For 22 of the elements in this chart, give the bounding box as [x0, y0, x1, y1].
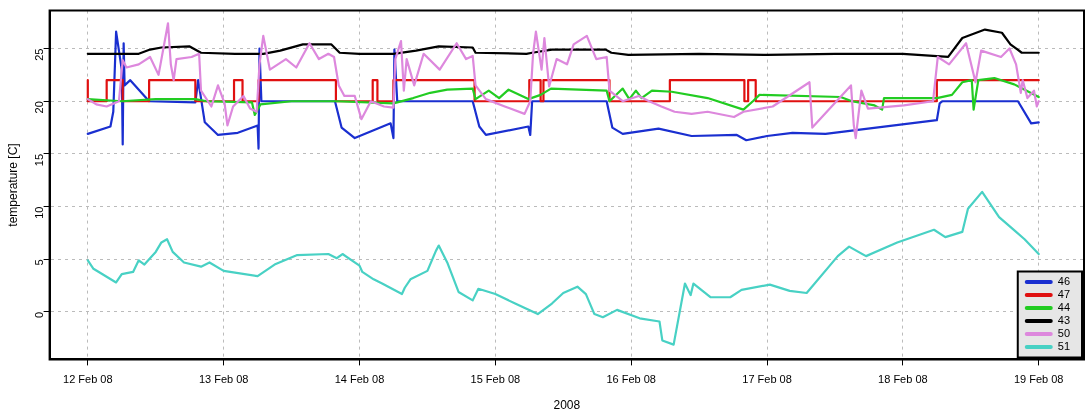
y-tick-label: 20 [32, 101, 45, 114]
y-tick-label: 0 [32, 311, 45, 319]
legend-label: 51 [1057, 339, 1071, 352]
y-tick-label: 10 [32, 206, 45, 219]
legend-label: 50 [1057, 326, 1071, 339]
x-tick-label: 12 Feb 08 [63, 373, 113, 386]
y-axis-title: temperature [C] [5, 143, 20, 227]
legend-label: 44 [1057, 300, 1071, 313]
legend-label: 46 [1057, 274, 1071, 287]
x-tick-label: 14 Feb 08 [334, 373, 385, 386]
legend-label: 47 [1057, 287, 1071, 300]
x-tick-label: 13 Feb 08 [198, 373, 249, 386]
x-tick-label: 17 Feb 08 [742, 373, 792, 386]
x-tick-label: 15 Feb 08 [470, 373, 521, 386]
x-tick-label: 16 Feb 08 [606, 373, 656, 386]
y-tick-label: 25 [32, 48, 45, 61]
y-tick-label: 5 [32, 259, 45, 266]
legend-label: 43 [1057, 313, 1071, 326]
x-tick-label: 19 Feb 08 [1013, 373, 1064, 386]
x-tick-label: 18 Feb 08 [878, 373, 928, 386]
y-tick-label: 15 [32, 153, 45, 167]
x-axis-title: 2008 [553, 398, 581, 413]
